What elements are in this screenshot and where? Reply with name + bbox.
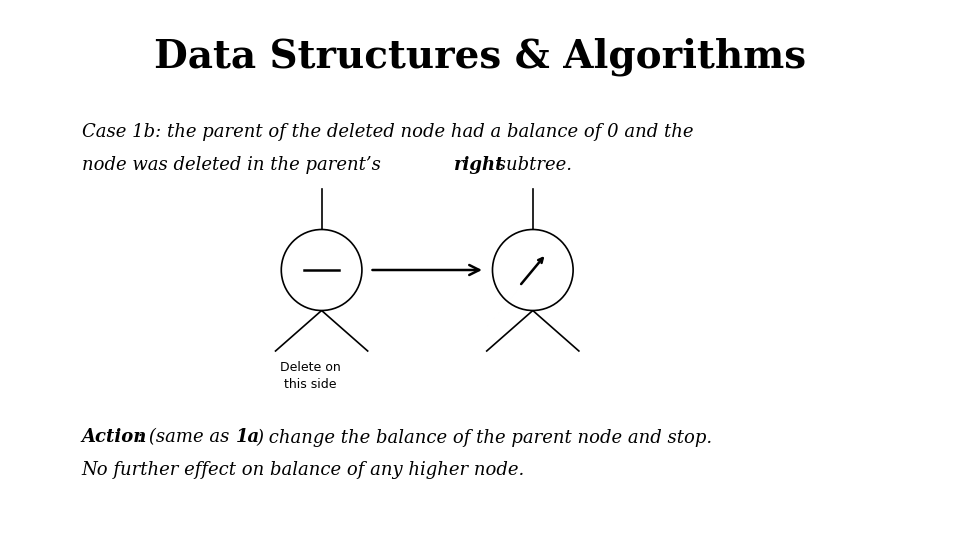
Text: ) change the balance of the parent node and stop.: ) change the balance of the parent node … [256,428,712,447]
Text: Action: Action [82,428,147,447]
Text: Case 1b: the parent of the deleted node had a balance of 0 and the: Case 1b: the parent of the deleted node … [82,123,693,141]
Ellipse shape [281,230,362,310]
Text: this side: this side [284,378,336,391]
Ellipse shape [492,230,573,310]
Text: No further effect on balance of any higher node.: No further effect on balance of any high… [82,461,525,479]
Text: 1a: 1a [236,428,260,447]
Text: : (same as: : (same as [137,428,235,447]
Text: node was deleted in the parent’s: node was deleted in the parent’s [82,156,386,174]
Text: subtree.: subtree. [491,156,571,174]
Text: Data Structures & Algorithms: Data Structures & Algorithms [154,37,806,76]
Text: right: right [454,156,505,174]
Text: Delete on: Delete on [279,361,341,374]
